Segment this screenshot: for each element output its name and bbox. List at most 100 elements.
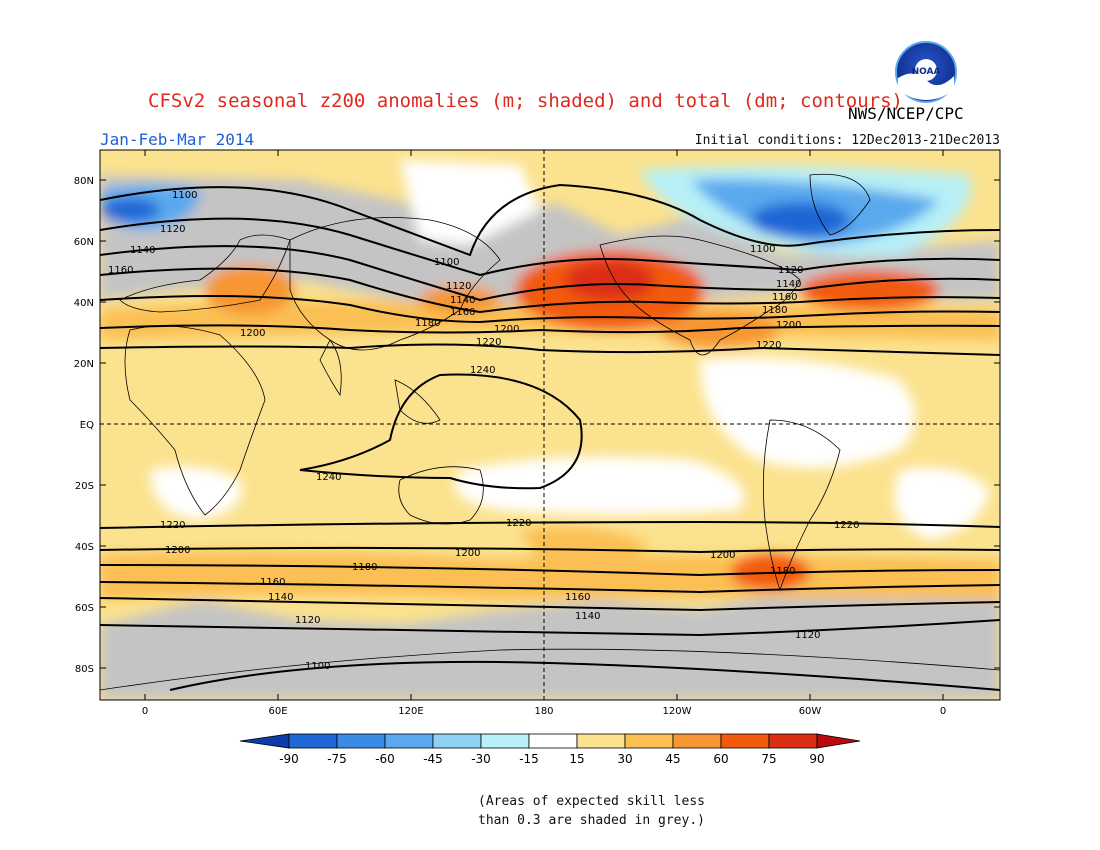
contour-label: 1120 [295,615,320,626]
contour-label: 1220 [506,518,531,529]
anomaly-canada-arctic-light [640,166,972,256]
coast-south-america [762,419,841,592]
colorbar-low-arrow [239,733,290,749]
colorbar-swatch [384,733,434,749]
lat-label: 80N [74,176,94,187]
lat-label: EQ [80,420,94,431]
lat-label: 20S [75,481,94,492]
anomaly-canada-arctic-core [750,202,850,238]
contour-label: 1160 [450,307,475,318]
contour-label: 1200 [494,324,519,335]
anomaly-south-atlantic [730,554,810,590]
contour-label: 1140 [450,295,475,306]
contour-1120-s [100,619,1000,637]
colorbar-label: 15 [569,752,584,766]
lat-label: 20N [74,359,94,370]
white-area-tropical-pacific [455,456,745,515]
contour-label: 1200 [240,328,265,339]
map-background [100,150,1000,700]
contour-label: 1180 [415,318,440,329]
contour-label: 1200 [165,545,190,556]
lon-axis: 0 60E 120E 180 120W 60W 0 [142,150,946,717]
grey-area-north [100,175,1000,310]
anomaly-scandinavia [100,185,200,230]
lon-label: 120E [398,706,423,717]
lon-label: 0 [940,706,946,717]
colorbar-swatch [336,733,386,749]
figure-title: CFSv2 seasonal z200 anomalies (m; shaded… [148,90,903,112]
contour-1200-s [100,546,1000,554]
colorbar-label: -90 [279,752,299,766]
anomaly-scandinavia-core [100,198,160,222]
colorbar-label: 30 [617,752,632,766]
colorbar [239,733,861,749]
contour-label: 1180 [762,305,787,316]
anomaly-north-atlantic [800,270,940,310]
noaa-logo-text: NOAA [912,67,941,77]
band-30-southpacific [520,527,650,563]
white-area-southatlantic [894,467,990,540]
contour-1180-s [100,564,1000,577]
contour-label: 1180 [770,566,795,577]
band-30-north [100,301,1000,340]
contour-1160-n [100,267,1000,314]
contour-label: 1220 [834,520,859,531]
colorbar-label: 75 [761,752,776,766]
lon-label: 0 [142,706,148,717]
contour-1180-n [100,295,1000,324]
white-area-arctic [400,160,540,245]
colorbar-swatch [672,733,722,749]
initial-conditions: Initial conditions: 12Dec2013-21Dec2013 [694,133,1000,148]
lon-label: 120W [663,706,692,717]
colorbar-label: 45 [665,752,680,766]
skill-note-line: than 0.3 are shaded in grey.) [478,813,705,828]
anomaly-north-america-east [660,312,780,348]
lat-label: 60S [75,603,94,614]
contour-1120-n [100,217,1000,277]
contour-label: 1200 [710,550,735,561]
colorbar-label: -75 [327,752,347,766]
colorbar-swatch [288,733,338,749]
coastlines [100,173,1000,691]
lon-label: 180 [534,706,553,717]
colorbar-label: -30 [471,752,491,766]
white-area-atlantic [700,357,915,468]
colorbar-labels: -90 -75 -60 -45 -30 -15 15 30 45 60 75 9… [279,752,824,766]
colorbar-swatch [528,733,578,749]
contour-label: 1200 [455,548,480,559]
contour-label: 1100 [172,190,197,201]
anomaly-north-pacific-core [565,260,655,300]
contour-label: 1120 [795,630,820,641]
colorbar-swatch [480,733,530,749]
white-area-southindian [150,466,242,520]
colorbar-label: -60 [375,752,395,766]
contour-labels: 1100 1120 1140 1160 1180 1200 1220 1240 … [108,190,859,672]
coast-europe [119,234,291,313]
coast-australia [398,466,484,525]
coast-africa [124,325,266,516]
contour-label: 1100 [305,661,330,672]
colorbar-label: 90 [809,752,824,766]
colorbar-label: 60 [713,752,728,766]
coast-seasia [394,379,441,424]
skill-note: (Areas of expected skill less than 0.3 a… [478,792,705,830]
contour-label: 1220 [160,520,185,531]
coast-india [319,339,342,397]
skill-note-line: (Areas of expected skill less [478,794,705,809]
colorbar-swatch [432,733,482,749]
colorbar-high-arrow [816,733,861,749]
coast-north-america [599,235,801,356]
contour-1200-n [100,324,1000,334]
colorbar-label: -15 [519,752,539,766]
contour-1140-s [100,597,1000,612]
contour-label: 1160 [260,577,285,588]
grey-area-southpacific [540,555,640,593]
grey-area-south [100,580,1000,700]
anomaly-canada-arctic-mid [690,179,940,245]
anomaly-north-pacific [515,250,705,330]
lat-label: 40S [75,542,94,553]
contour-label: 1220 [756,340,781,351]
contour-1140-n [100,245,1000,302]
contour-label: 1140 [575,611,600,622]
